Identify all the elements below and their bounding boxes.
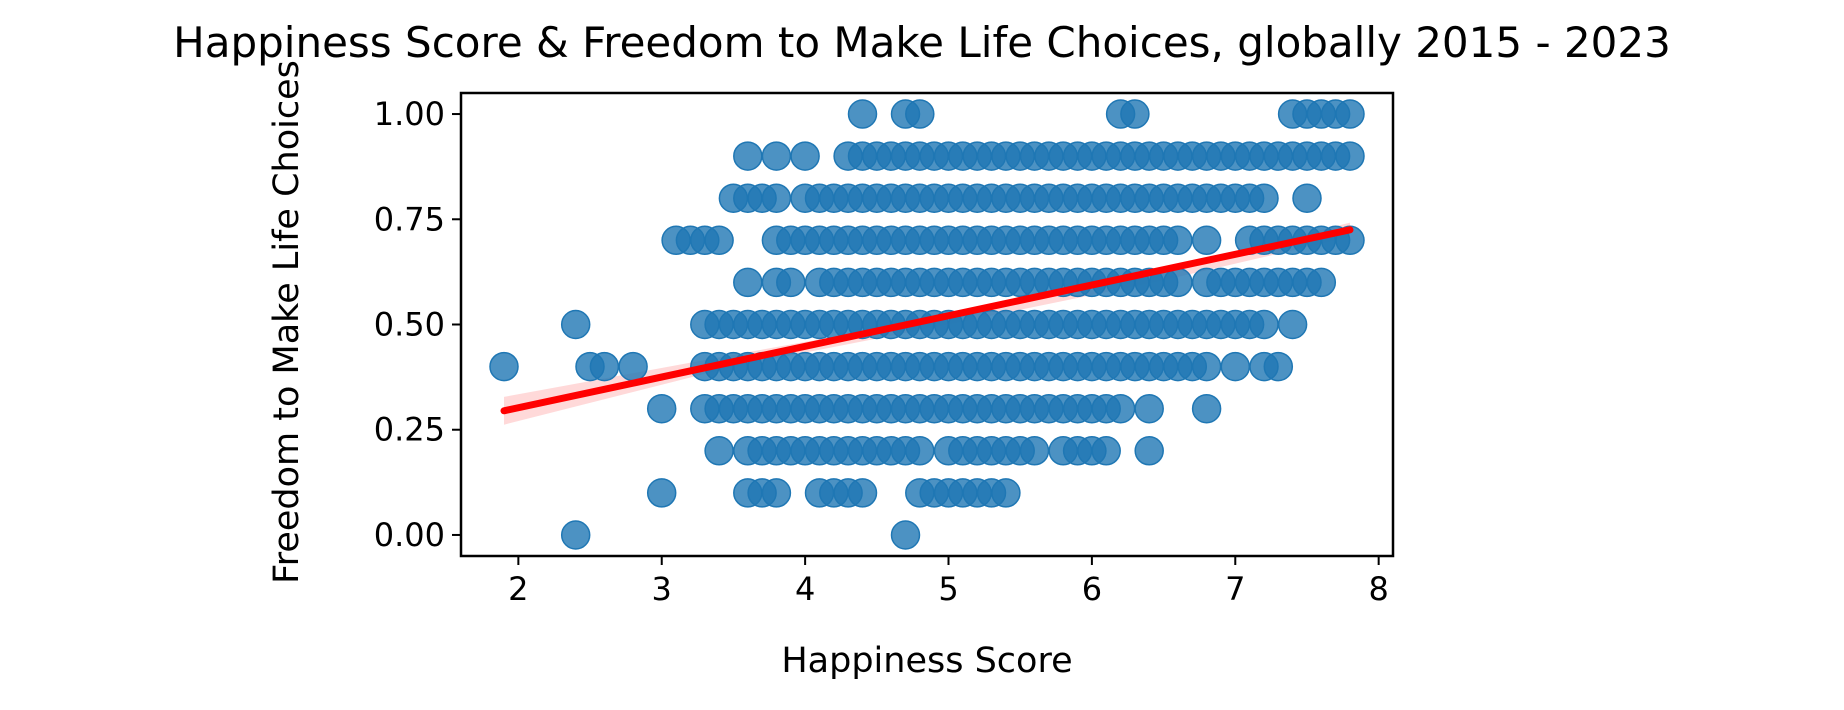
x-tick-label: 2 — [508, 570, 528, 608]
regression-line — [500, 226, 1354, 415]
scatter-point — [905, 436, 935, 466]
regression-layer — [500, 226, 1354, 415]
y-tick-label: 0.50 — [374, 306, 445, 344]
scatter-point — [1019, 436, 1050, 466]
y-tick-label: 0.75 — [374, 200, 445, 238]
scatter-point — [991, 478, 1021, 508]
scatter-point — [1191, 225, 1222, 256]
scatter-point — [1163, 225, 1193, 256]
scatter-point — [776, 267, 806, 298]
scatter-point — [1163, 267, 1193, 298]
scatter-point — [1263, 351, 1294, 382]
scatter-point — [761, 141, 792, 171]
scatter-point — [704, 436, 734, 466]
scatter-point — [1335, 141, 1365, 171]
scatter-point — [847, 478, 878, 508]
scatter-point — [1249, 183, 1279, 213]
scatter-point — [847, 99, 878, 129]
x-tick-label: 4 — [795, 570, 815, 608]
x-axis: 2 3 4 5 6 7 8 — [508, 556, 1389, 608]
scatter-point — [704, 225, 734, 256]
y-axis: 0.00 0.25 0.50 0.75 1.00 — [374, 95, 461, 554]
x-axis-label: Happiness Score — [781, 641, 1072, 681]
x-tick-label: 8 — [1368, 570, 1388, 608]
scatter-point — [1134, 436, 1164, 466]
scatter-point — [489, 351, 519, 382]
y-tick-label: 0.25 — [374, 411, 445, 449]
y-axis-label: Freedom to Make Life Choices — [267, 60, 307, 584]
scatter-point — [1220, 351, 1251, 382]
scatter-point — [733, 141, 763, 171]
scatter-point — [761, 183, 792, 213]
scatter-point — [560, 520, 591, 550]
scatter-point — [646, 393, 677, 424]
x-tick-label: 3 — [652, 570, 672, 608]
scatter-point — [1335, 99, 1365, 129]
points-layer — [489, 99, 1365, 550]
scatter-point — [1292, 183, 1322, 213]
scatter-point — [646, 478, 677, 508]
scatter-point — [1277, 309, 1308, 340]
scatter-point — [905, 99, 935, 129]
scatter-point — [1091, 436, 1121, 466]
scatter-point — [761, 478, 792, 508]
scatter-point — [1105, 393, 1136, 424]
x-tick-label: 6 — [1082, 570, 1102, 608]
scatter-point — [1306, 267, 1337, 298]
x-tick-label: 5 — [938, 570, 958, 608]
scatter-point — [890, 520, 921, 550]
scatter-point — [618, 351, 648, 382]
y-tick-label: 1.00 — [374, 95, 445, 133]
scatter-point — [589, 351, 620, 382]
x-tick-label: 7 — [1225, 570, 1245, 608]
chart-title: Happiness Score & Freedom to Make Life C… — [173, 18, 1671, 67]
scatter-point — [790, 141, 820, 171]
scatter-point — [1134, 393, 1164, 424]
scatter-point — [1191, 351, 1222, 382]
y-tick-label: 0.00 — [374, 516, 445, 554]
scatter-point — [560, 309, 591, 340]
scatter-point — [1249, 309, 1279, 340]
scatter-point — [733, 267, 763, 298]
scatter-point — [1191, 393, 1222, 424]
scatter-point — [1120, 99, 1150, 129]
